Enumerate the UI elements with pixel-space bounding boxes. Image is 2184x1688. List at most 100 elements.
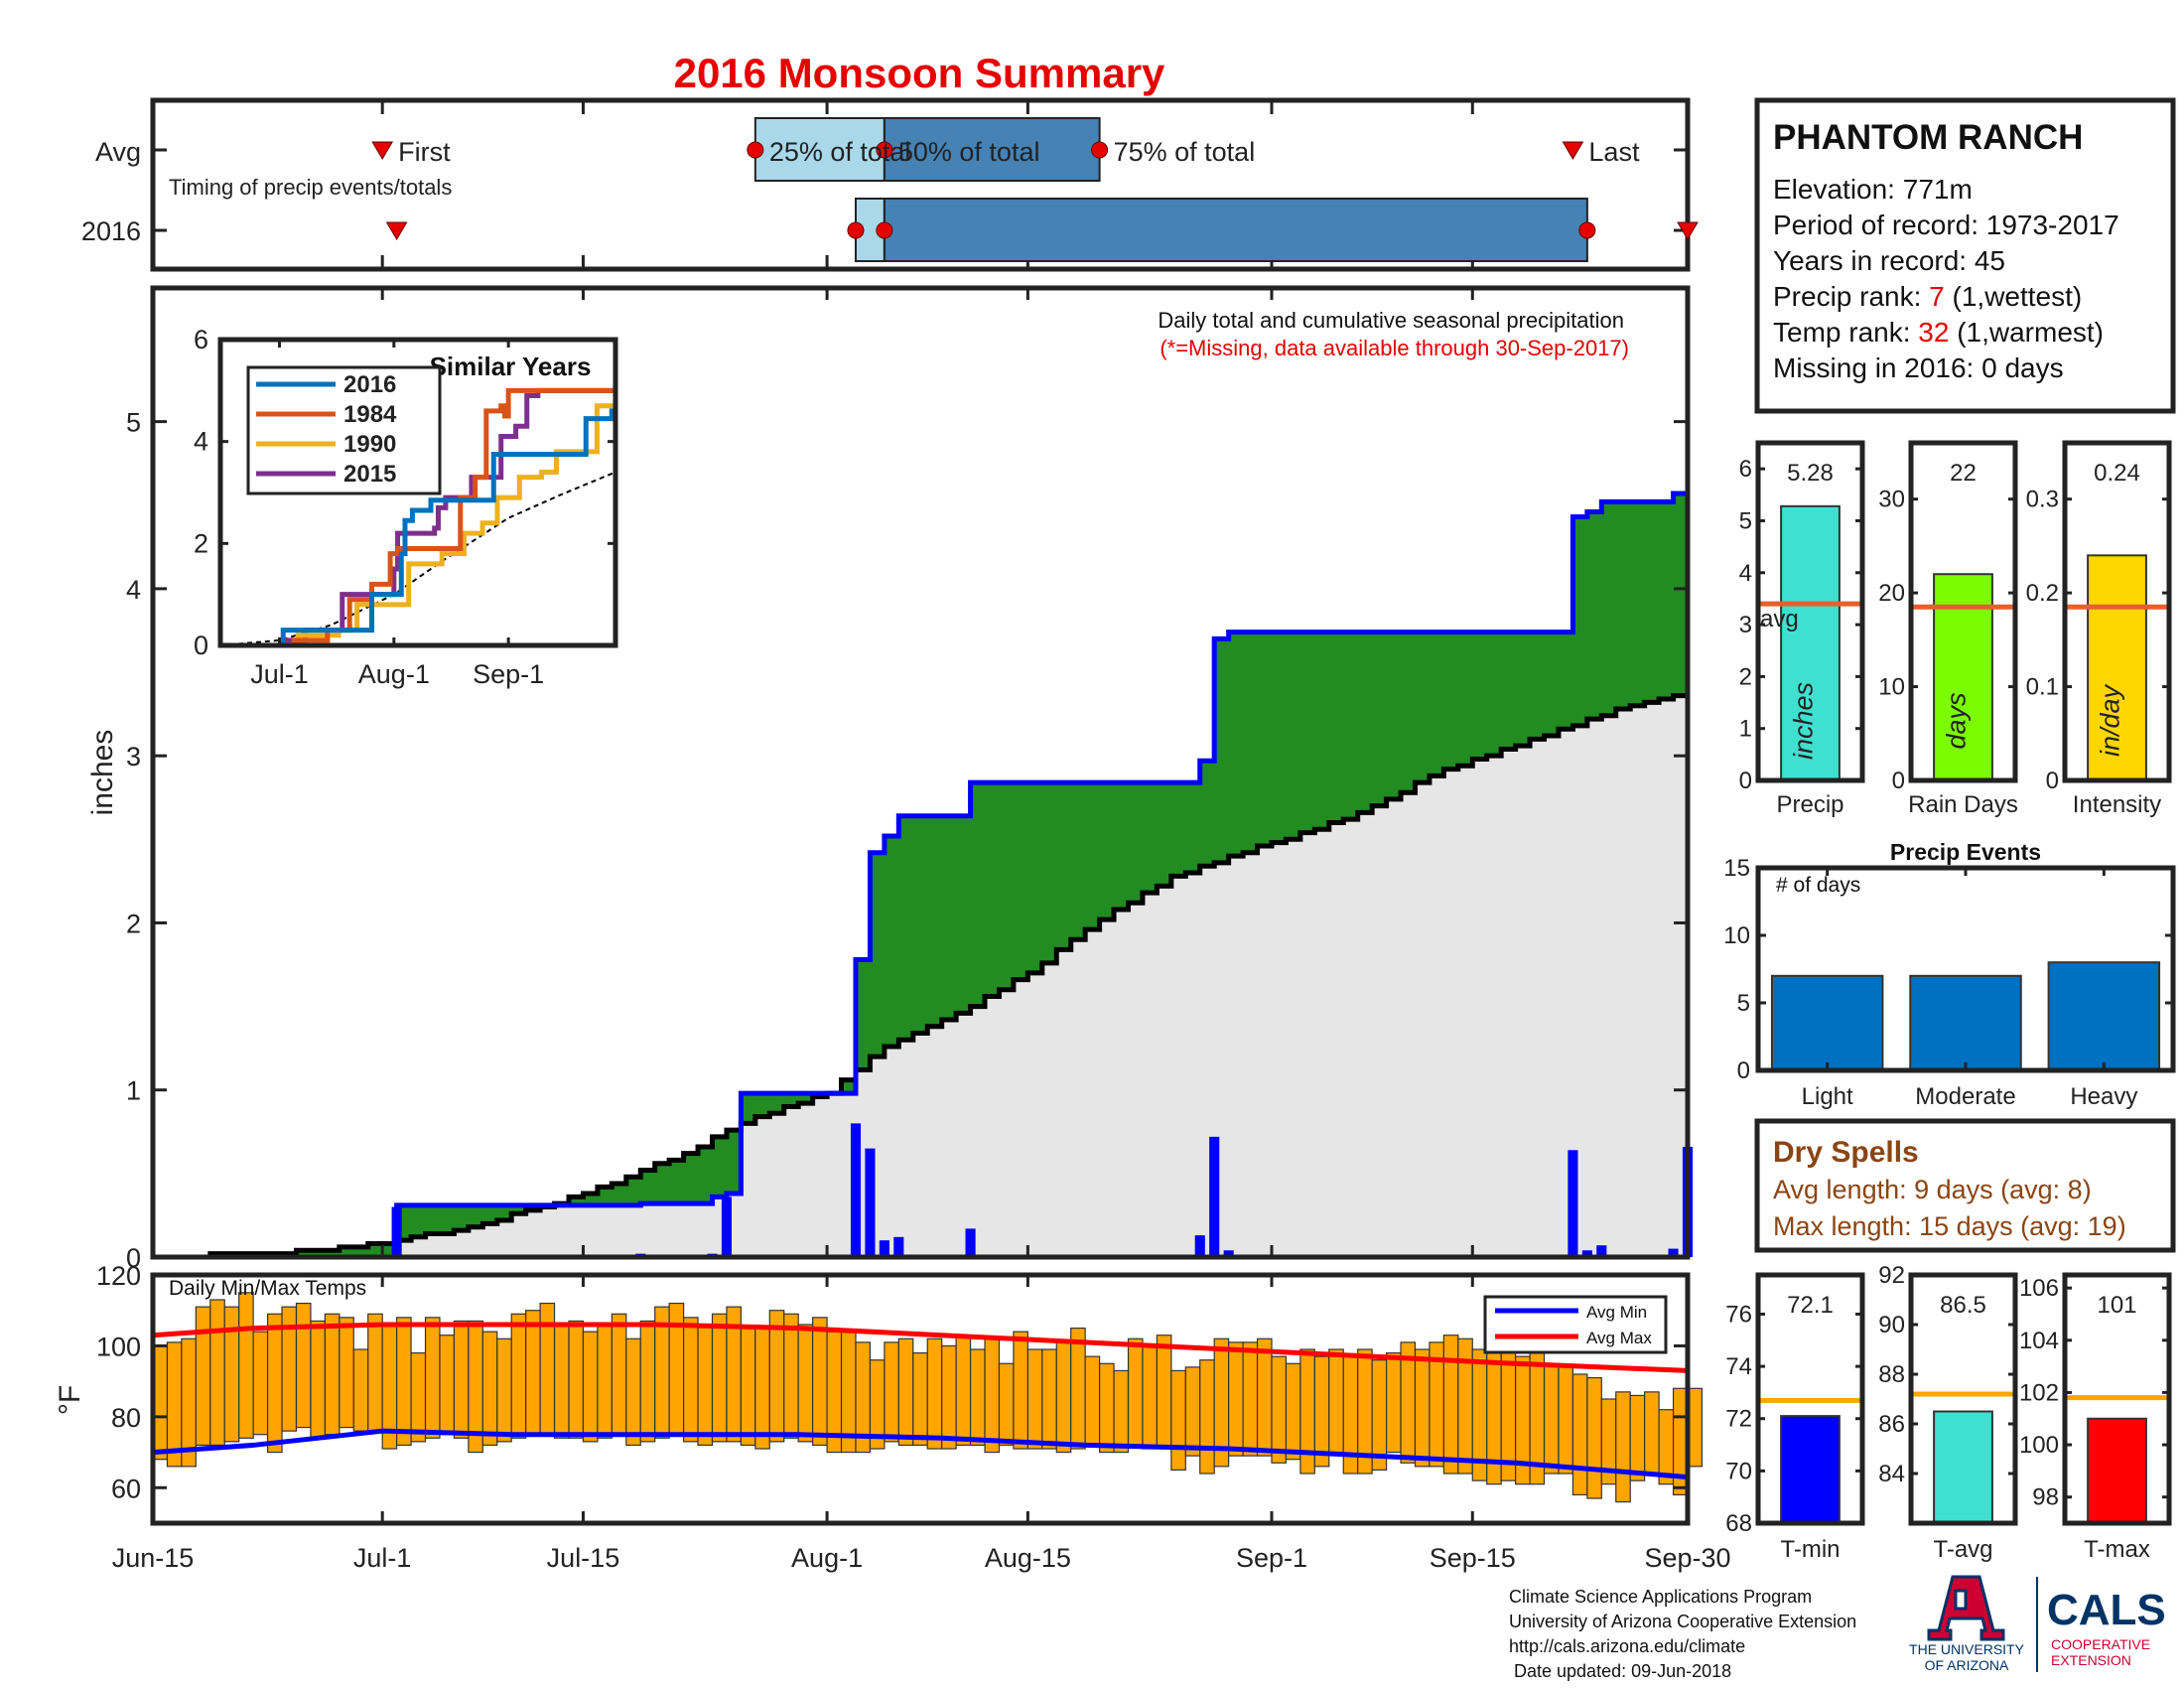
avg-25pct-marker bbox=[747, 141, 764, 159]
daily-temp-bar bbox=[797, 1324, 814, 1443]
cals-wordmark: CALS bbox=[2047, 1586, 2166, 1634]
daily-temp-bar bbox=[1084, 1355, 1101, 1447]
daily-temp-bar bbox=[582, 1331, 599, 1443]
daily-precip-bar bbox=[1596, 1245, 1607, 1257]
daily-precip-bar bbox=[850, 1123, 862, 1257]
cals-line2: EXTENSION bbox=[2051, 1652, 2131, 1668]
x-tick-label: Sep-1 bbox=[1236, 1543, 1307, 1573]
daily-temp-bar bbox=[1099, 1362, 1115, 1454]
daily-temp-bar bbox=[597, 1324, 613, 1439]
daily-temp-bar bbox=[955, 1335, 972, 1447]
ua-line1: THE UNIVERSITY bbox=[1909, 1641, 2025, 1657]
dry-spells-frame bbox=[1754, 1118, 2176, 1253]
inset-x-tick-label: Jul-1 bbox=[250, 659, 309, 689]
daily-temp-bar bbox=[266, 1313, 283, 1454]
summary-y-tick-label: 6 bbox=[1739, 456, 1752, 483]
precip-summary-panels: 0 1 2 3 4 5 6 5.28 Precip inches avg 0 10 20 30 22 Rain … bbox=[1739, 440, 2172, 818]
p75-label: 75% of total bbox=[1114, 137, 1256, 167]
daily-temp-bar bbox=[195, 1306, 211, 1447]
footer-line2: University of Arizona Cooperative Extens… bbox=[1509, 1612, 1856, 1631]
legend-label-2016: 2016 bbox=[343, 371, 396, 398]
daily-temp-bar bbox=[553, 1324, 570, 1439]
inset-axes: 0 2 4 6 Jul-1 Aug-1 Sep-1 bbox=[194, 325, 615, 689]
avg-first-marker bbox=[371, 141, 394, 160]
daily-temp-bar bbox=[1142, 1344, 1159, 1450]
summary-value-T-max: 101 bbox=[2097, 1292, 2136, 1319]
summary-value-T-avg: 86.5 bbox=[1940, 1292, 1986, 1319]
legend-label-1990: 1990 bbox=[343, 431, 396, 458]
daily-precip-bar bbox=[391, 1206, 402, 1257]
inset-series-2016 bbox=[220, 374, 618, 648]
summary-y-tick-label: 84 bbox=[1878, 1461, 1905, 1487]
precip-note-line2: (*=Missing, data available through 30-Se… bbox=[1160, 336, 1629, 360]
daily-temp-bar bbox=[1558, 1366, 1574, 1475]
daily-temp-bar bbox=[1442, 1335, 1459, 1475]
station-years: Years in record: 45 bbox=[1773, 245, 2005, 276]
daily-temp-bar bbox=[754, 1327, 770, 1450]
daily-temp-bar bbox=[481, 1331, 498, 1447]
daily-temp-bar bbox=[1242, 1341, 1259, 1457]
average-cumulative-line bbox=[153, 692, 1691, 1260]
summary-y-tick-label: 100 bbox=[2019, 1432, 2059, 1459]
avg-75pct-marker bbox=[1091, 141, 1109, 159]
legend-label-2015: 2015 bbox=[343, 461, 396, 488]
daily-temp-bar bbox=[166, 1341, 183, 1468]
daily-temp-bar bbox=[439, 1335, 456, 1436]
daily-temp-bar bbox=[697, 1324, 714, 1447]
precip-y-tick-label: 1 bbox=[126, 1076, 141, 1106]
precip-y-tick-label: 5 bbox=[126, 408, 141, 438]
summary-label-T-max: T-max bbox=[2084, 1536, 2150, 1563]
daily-temp-bar bbox=[510, 1313, 527, 1439]
y2016-25pct-marker bbox=[847, 221, 865, 239]
inset-legend-entries: 2016 1984 1990 2015 bbox=[256, 371, 397, 488]
daily-temp-bar bbox=[1615, 1391, 1631, 1503]
summary-panel-frame bbox=[2062, 1272, 2172, 1526]
summary-y-tick-label: 0 bbox=[1739, 768, 1752, 794]
daily-precip-bar bbox=[965, 1228, 976, 1257]
summary-y-tick-label: 86 bbox=[1878, 1411, 1905, 1438]
summary-label-Precip: Precip bbox=[1776, 791, 1843, 818]
daily-precip-bar bbox=[1209, 1136, 1220, 1257]
daily-temp-bar bbox=[352, 1348, 369, 1432]
summary-unit-Precip: inches bbox=[1789, 682, 1819, 760]
daily-temp-bar bbox=[783, 1313, 799, 1439]
timing-avg-bars: First 25% of total 50% of total 75% of t… bbox=[371, 117, 1640, 182]
summary-value-Intensity: 0.24 bbox=[2094, 460, 2140, 487]
date-axis-labels: Jun-15 Jul-1 Jul-15 Aug-1 Aug-15 Sep-1 Sep-15 S… bbox=[112, 1543, 1731, 1573]
summary-y-tick-label: 90 bbox=[1878, 1312, 1905, 1338]
daily-temp-bar bbox=[611, 1313, 627, 1436]
y2016-50pct-marker bbox=[876, 221, 893, 239]
summary-bar-T-max bbox=[2087, 1417, 2147, 1524]
summary-unit-Intensity: in/day bbox=[2096, 683, 2125, 757]
daily-temp-bar bbox=[1041, 1348, 1057, 1450]
summary-y-tick-label: 88 bbox=[1878, 1361, 1905, 1388]
daily-precip-bar bbox=[893, 1236, 904, 1257]
summary-y-tick-label: 10 bbox=[1878, 674, 1905, 701]
x-tick-label: Sep-30 bbox=[1644, 1543, 1730, 1573]
x-tick-label: Aug-15 bbox=[985, 1543, 1071, 1573]
events-title: Precip Events bbox=[1890, 839, 2041, 865]
daily-temp-bar bbox=[339, 1317, 354, 1429]
daily-temp-bar bbox=[1070, 1327, 1086, 1450]
summary-y-tick-label: 106 bbox=[2019, 1275, 2059, 1302]
daily-temp-bar bbox=[1586, 1376, 1602, 1499]
daily-temp-bar bbox=[1127, 1337, 1144, 1447]
summary-avg-label: avg bbox=[1760, 606, 1799, 633]
legend-label-1984: 1984 bbox=[343, 401, 397, 428]
summary-panel-frame bbox=[2062, 440, 2172, 783]
x-tick-label: Jul-1 bbox=[353, 1543, 412, 1573]
ua-line2: OF ARIZONA bbox=[1925, 1657, 2009, 1673]
summary-y-tick-label: 70 bbox=[1725, 1458, 1752, 1484]
avg-max-line bbox=[152, 1322, 1689, 1373]
temp-y-tick-label: 100 bbox=[96, 1332, 141, 1361]
station-missing: Missing in 2016: 0 days bbox=[1773, 352, 2064, 383]
daily-temp-bar bbox=[324, 1313, 341, 1436]
dry-spells-avg: Avg length: 9 days (avg: 8) bbox=[1773, 1175, 2092, 1204]
daily-temp-bar bbox=[1285, 1362, 1301, 1461]
x-tick-label: Aug-1 bbox=[791, 1543, 863, 1573]
daily-temp-bar bbox=[969, 1348, 986, 1447]
summary-value-Rain Days: 22 bbox=[1950, 460, 1977, 487]
inset-y-tick-label: 0 bbox=[194, 631, 208, 660]
daily-precip-bar bbox=[1668, 1248, 1679, 1257]
temp-title: Daily Min/Max Temps bbox=[169, 1277, 366, 1300]
